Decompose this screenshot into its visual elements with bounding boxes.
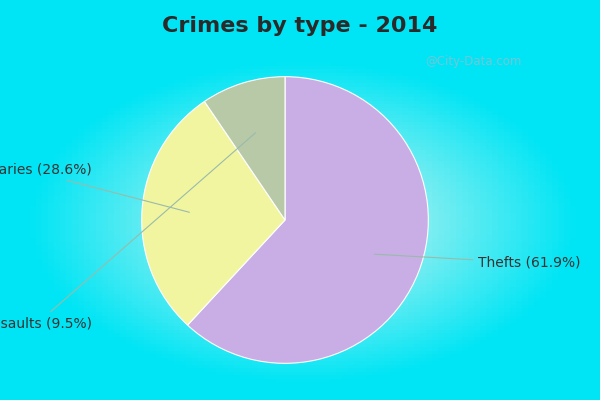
- Text: Assaults (9.5%): Assaults (9.5%): [0, 133, 256, 330]
- Text: Crimes by type - 2014: Crimes by type - 2014: [163, 16, 437, 36]
- Text: Thefts (61.9%): Thefts (61.9%): [374, 254, 581, 270]
- Text: Burglaries (28.6%): Burglaries (28.6%): [0, 163, 190, 212]
- Text: @City-Data.com: @City-Data.com: [425, 55, 521, 68]
- Wedge shape: [205, 77, 285, 220]
- Wedge shape: [142, 102, 285, 325]
- Wedge shape: [188, 77, 428, 363]
